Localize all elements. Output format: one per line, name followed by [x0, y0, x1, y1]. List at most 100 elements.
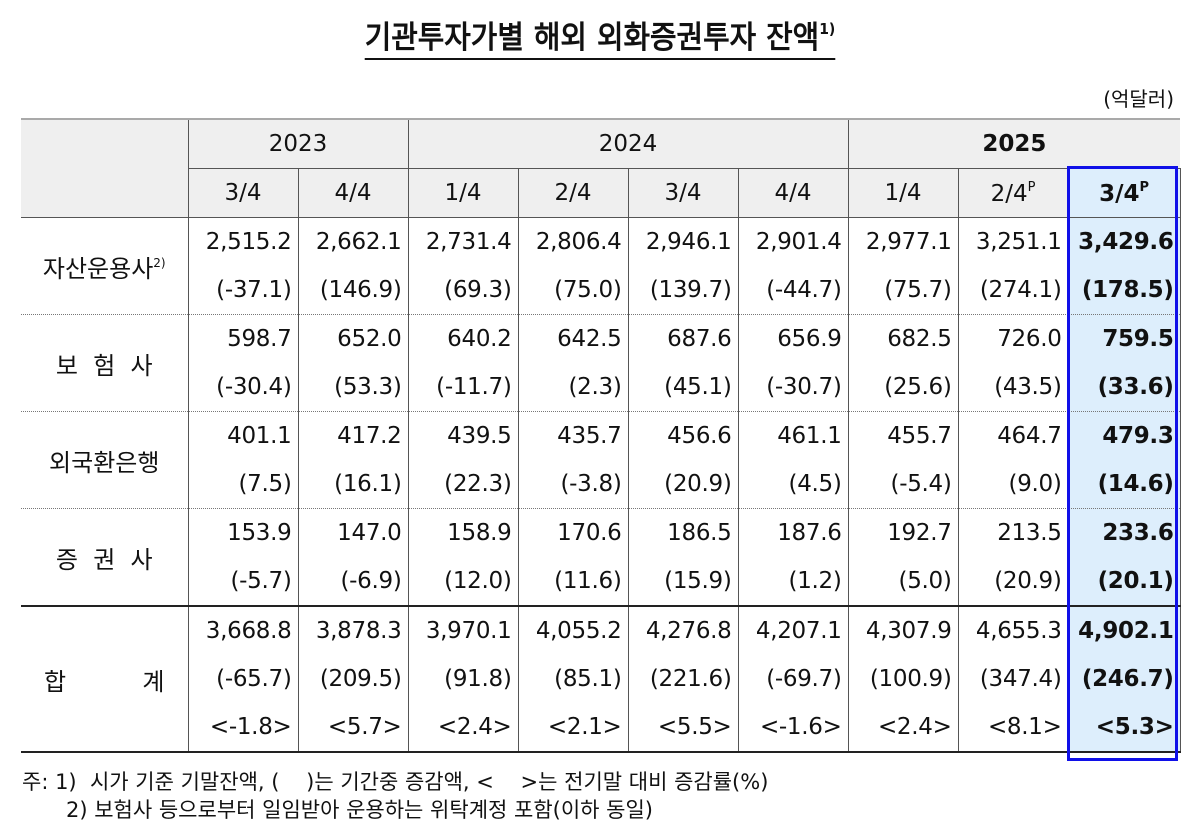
page-title: 기관투자가별 해외 외화증권투자 잔액1) [0, 12, 1200, 60]
cell-change: (221.6) [627, 655, 739, 703]
cell-balance: 682.5 [847, 314, 959, 363]
cell-change: (75.7) [847, 266, 959, 315]
quarter-header-highlighted: 3/4P [1067, 168, 1181, 218]
cell-balance: 2,662.1 [297, 217, 409, 266]
cell-change: (-5.7) [187, 557, 299, 607]
cell-change: (-6.9) [297, 557, 409, 607]
cell-balance: 435.7 [517, 411, 629, 460]
row-label-total: 합 계 [21, 606, 189, 753]
title-footnote-marker: 1) [819, 20, 836, 38]
cell-balance: 464.7 [957, 411, 1069, 460]
cell-balance: 147.0 [297, 508, 409, 557]
table-row-asset-managers-balance: 자산운용사2) 2,515.2 2,662.1 2,731.4 2,806.4 … [21, 217, 1181, 315]
cell-change: (100.9) [847, 655, 959, 703]
cell-balance: 455.7 [847, 411, 959, 460]
cell-balance: 2,731.4 [407, 217, 519, 266]
quarter-header: 4/4 [297, 168, 409, 218]
cell-balance: 417.2 [297, 411, 409, 460]
cell-change-highlighted: (14.6) [1067, 460, 1181, 509]
cell-change-highlighted: (20.1) [1067, 557, 1181, 607]
cell-change: (-3.8) [517, 460, 629, 509]
cell-balance: 401.1 [187, 411, 299, 460]
cell-rate: <2.4> [407, 703, 519, 753]
cell-balance: 187.6 [737, 508, 849, 557]
cell-change-highlighted: (33.6) [1067, 363, 1181, 412]
quarter-header-row: 3/4 4/4 1/4 2/4 3/4 4/4 1/4 2/4P 3/4P [21, 168, 1181, 218]
cell-balance: 153.9 [187, 508, 299, 557]
cell-change: (-65.7) [187, 655, 299, 703]
cell-change: (7.5) [187, 460, 299, 509]
cell-rate: <5.7> [297, 703, 409, 753]
quarter-header: 4/4 [737, 168, 849, 218]
cell-balance: 213.5 [957, 508, 1069, 557]
cell-balance: 642.5 [517, 314, 629, 363]
corner-cell [21, 119, 189, 218]
preliminary-marker: P [1027, 179, 1036, 195]
cell-rate: <-1.6> [737, 703, 849, 753]
preliminary-marker: P [1139, 179, 1150, 195]
cell-change: (274.1) [957, 266, 1069, 315]
cell-change: (43.5) [957, 363, 1069, 412]
quarter-header: 2/4P [957, 168, 1069, 218]
cell-balance: 3,668.8 [187, 606, 299, 655]
cell-balance-highlighted: 479.3 [1067, 411, 1181, 460]
quarter-header: 2/4 [517, 168, 629, 218]
cell-change: (12.0) [407, 557, 519, 607]
cell-change: (11.6) [517, 557, 629, 607]
cell-change-highlighted: (178.5) [1067, 266, 1181, 315]
cell-balance: 656.9 [737, 314, 849, 363]
table-row-total-rate: <-1.8> <5.7> <2.4> <2.1> <5.5> <-1.6> <2… [21, 703, 1181, 753]
cell-change: (25.6) [847, 363, 959, 412]
cell-balance: 456.6 [627, 411, 739, 460]
cell-change: (146.9) [297, 266, 409, 315]
cell-balance: 3,251.1 [957, 217, 1069, 266]
cell-change: (69.3) [407, 266, 519, 315]
footnote-marker: 2) [153, 255, 166, 270]
footnote-1: 주: 1) 시가 기준 기말잔액, ( )는 기간중 증감액, < >는 전기말… [22, 770, 769, 794]
cell-change: (91.8) [407, 655, 519, 703]
cell-change: (4.5) [737, 460, 849, 509]
cell-change: (2.3) [517, 363, 629, 412]
table-row-total-change: (-65.7) (209.5) (91.8) (85.1) (221.6) (-… [21, 655, 1181, 703]
cell-change: (-37.1) [187, 266, 299, 315]
cell-change: (-30.7) [737, 363, 849, 412]
cell-change: (15.9) [627, 557, 739, 607]
footnotes: 주: 1) 시가 기준 기말잔액, ( )는 기간중 증감액, < >는 전기말… [22, 768, 768, 824]
cell-change: (85.1) [517, 655, 629, 703]
table-row-fx-banks-change: (7.5) (16.1) (22.3) (-3.8) (20.9) (4.5) … [21, 460, 1181, 509]
cell-change: (-11.7) [407, 363, 519, 412]
year-header-2025: 2025 [847, 119, 1181, 169]
quarter-header: 3/4 [187, 168, 299, 218]
cell-balance: 2,977.1 [847, 217, 959, 266]
cell-change: (20.9) [627, 460, 739, 509]
cell-balance: 2,806.4 [517, 217, 629, 266]
cell-balance: 3,970.1 [407, 606, 519, 655]
cell-balance-highlighted: 4,902.1 [1067, 606, 1181, 655]
year-header-row: 2023 2024 2025 [21, 119, 1181, 218]
quarter-header: 3/4 [627, 168, 739, 218]
cell-balance: 4,207.1 [737, 606, 849, 655]
cell-balance: 192.7 [847, 508, 959, 557]
table-row-insurers-change: (-30.4) (53.3) (-11.7) (2.3) (45.1) (-30… [21, 363, 1181, 412]
quarter-header: 1/4 [407, 168, 519, 218]
row-label-securities-firms: 증 권 사 [21, 508, 189, 607]
cell-balance: 461.1 [737, 411, 849, 460]
cell-change: (9.0) [957, 460, 1069, 509]
cell-balance-highlighted: 233.6 [1067, 508, 1181, 557]
table-row-insurers-balance: 보 험 사 598.7 652.0 640.2 642.5 687.6 656.… [21, 314, 1181, 412]
cell-change: (22.3) [407, 460, 519, 509]
cell-change: (-5.4) [847, 460, 959, 509]
cell-rate: <5.5> [627, 703, 739, 753]
row-label-asset-managers: 자산운용사2) [21, 217, 189, 315]
title-text: 기관투자가별 해외 외화증권투자 잔액 [364, 20, 820, 56]
cell-change: (5.0) [847, 557, 959, 607]
cell-balance: 2,901.4 [737, 217, 849, 266]
unit-label: (억달러) [1103, 87, 1174, 111]
quarter-header: 1/4 [847, 168, 959, 218]
cell-balance-highlighted: 3,429.6 [1067, 217, 1181, 266]
cell-balance: 640.2 [407, 314, 519, 363]
year-header-2024: 2024 [407, 119, 849, 169]
table-row-total-balance: 합 계 3,668.8 3,878.3 3,970.1 4,055.2 4,27… [21, 606, 1181, 753]
cell-balance: 2,515.2 [187, 217, 299, 266]
cell-change: (209.5) [297, 655, 409, 703]
